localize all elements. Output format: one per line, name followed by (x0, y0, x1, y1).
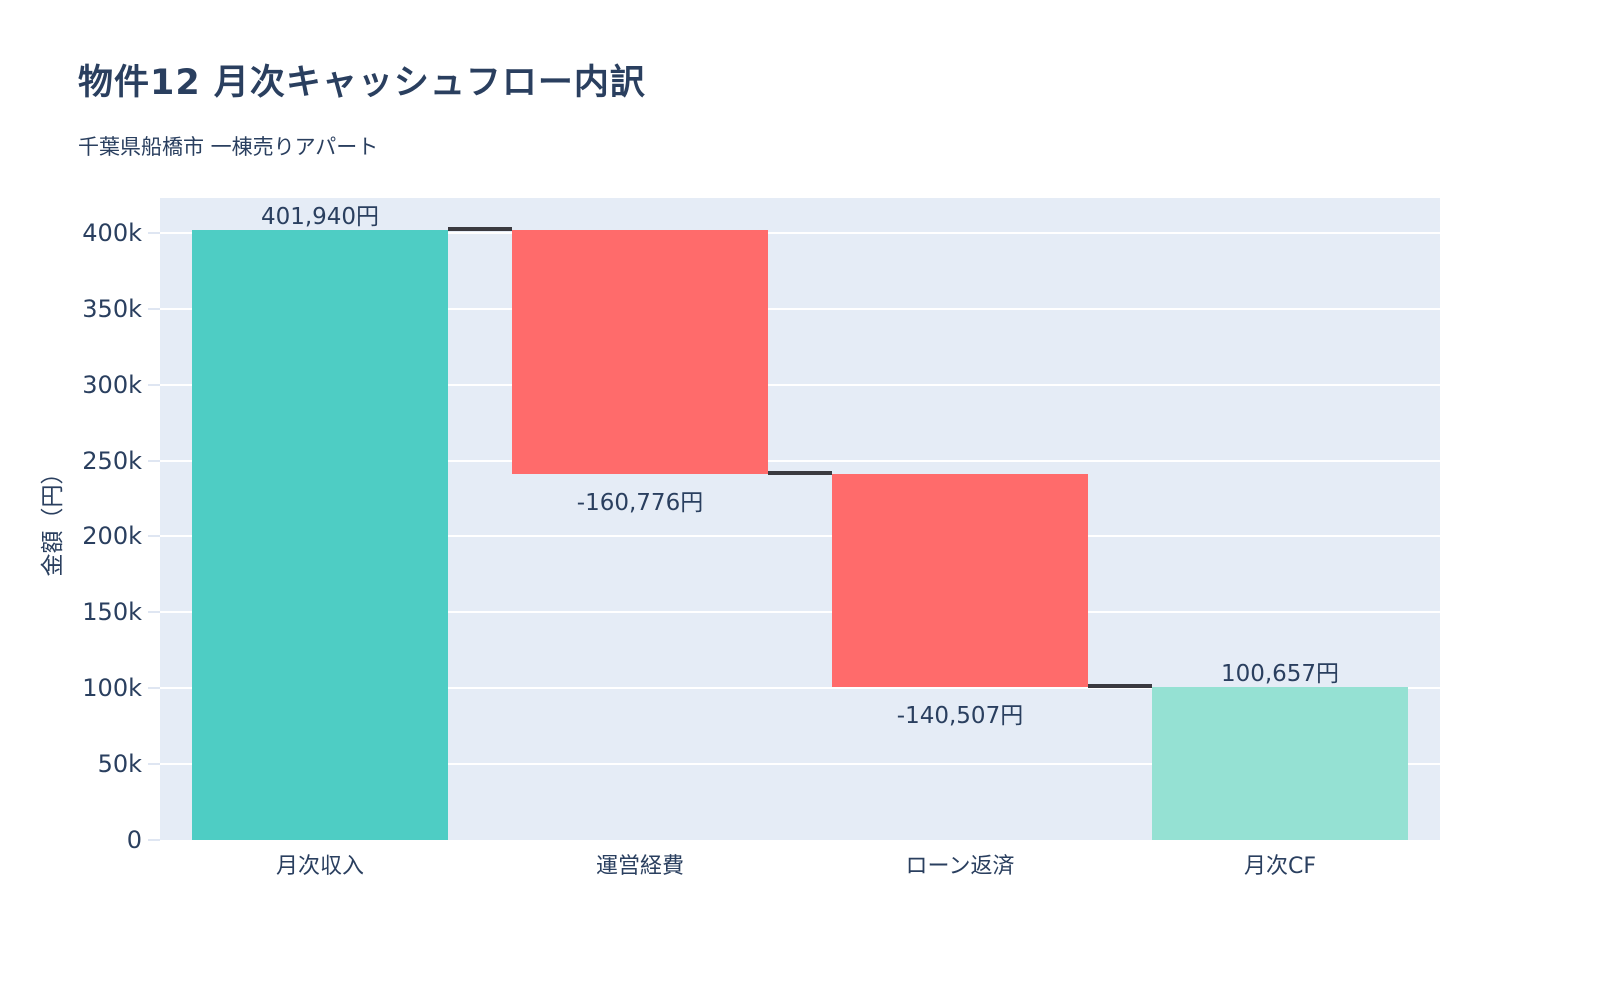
y-tick-label: 150k (82, 598, 142, 627)
waterfall-connector (768, 470, 832, 475)
y-axis-title: 金額（円） (40, 461, 66, 577)
y-tick-mark (148, 459, 160, 462)
y-tick-mark (148, 307, 160, 310)
waterfall-connector (448, 226, 512, 231)
gridline (160, 307, 1440, 310)
y-tick-label: 100k (82, 674, 142, 703)
y-tick-mark (148, 535, 160, 538)
y-tick-label: 0 (126, 826, 142, 854)
y-tick-mark (148, 839, 160, 841)
plot-area: 401,940円 -160,776円 -140,507円 100,657円 (160, 198, 1440, 840)
y-tick-label: 250k (82, 446, 142, 475)
waterfall-bar-3[interactable] (832, 473, 1088, 688)
gridline (160, 231, 1440, 234)
chart-title: 物件12 月次キャッシュフロー内訳 (78, 63, 646, 103)
gridline (160, 383, 1440, 386)
waterfall-bar-4[interactable] (1152, 687, 1408, 840)
y-tick-label: 200k (82, 522, 142, 551)
x-tick-label: 月次CF (1243, 854, 1317, 879)
gridline (160, 459, 1440, 462)
x-tick-label: 月次収入 (275, 854, 364, 879)
y-tick-mark (148, 611, 160, 614)
bar-value-label: -160,776円 (576, 489, 704, 516)
y-tick-mark (148, 763, 160, 766)
y-tick-mark (148, 687, 160, 690)
gridline (160, 611, 1440, 614)
gridline (160, 687, 1440, 690)
waterfall-bar-1[interactable] (192, 229, 448, 840)
bar-value-label: 100,657円 (1220, 661, 1340, 688)
x-tick-label: 運営経費 (595, 854, 684, 879)
waterfall-bar-2[interactable] (512, 229, 768, 474)
y-tick-mark (148, 383, 160, 386)
gridline (160, 763, 1440, 766)
waterfall-connector (1088, 684, 1152, 689)
y-tick-label: 300k (82, 370, 142, 399)
y-tick-mark (148, 231, 160, 234)
chart-subtitle: 千葉県船橋市 一棟売りアパート (78, 135, 379, 159)
y-tick-label: 50k (97, 750, 142, 779)
bar-value-label: -140,507円 (896, 703, 1024, 730)
y-tick-label: 400k (82, 218, 142, 247)
x-tick-label: ローン返済 (905, 854, 1015, 879)
bar-value-label: 401,940円 (260, 203, 380, 230)
gridline (160, 535, 1440, 538)
y-tick-label: 350k (82, 294, 142, 323)
